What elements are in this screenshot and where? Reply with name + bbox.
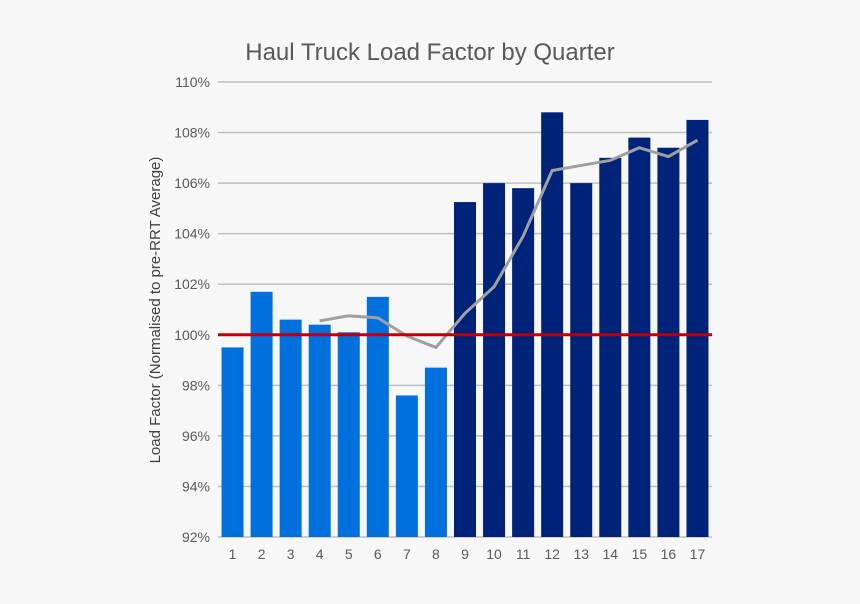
bar-7 <box>395 395 418 537</box>
bar-10 <box>483 183 506 537</box>
y-tick-label: 98% <box>182 377 210 393</box>
y-tick-label: 102% <box>174 276 210 292</box>
bar-11 <box>512 188 535 537</box>
x-tick-label: 14 <box>603 546 619 562</box>
chart-title: Haul Truck Load Factor by Quarter <box>245 39 615 66</box>
x-tick-label: 6 <box>374 546 382 562</box>
y-tick-label: 94% <box>182 478 210 494</box>
x-tick-label: 1 <box>229 546 237 562</box>
x-tick-label: 16 <box>661 546 677 562</box>
x-tick-label: 9 <box>461 546 469 562</box>
x-tick-label: 13 <box>573 546 589 562</box>
bar-13 <box>570 183 593 537</box>
bar-1 <box>221 347 244 537</box>
bar-2 <box>250 291 273 537</box>
x-tick-label: 8 <box>432 546 440 562</box>
x-tick-label: 17 <box>690 546 706 562</box>
x-tick-label: 4 <box>316 546 324 562</box>
bar-12 <box>541 112 564 537</box>
x-tick-label: 11 <box>516 546 531 562</box>
y-tick-label: 92% <box>182 529 210 545</box>
x-tick-label: 3 <box>287 546 295 562</box>
y-tick-label: 108% <box>174 125 210 141</box>
x-tick-label: 2 <box>258 546 266 562</box>
bar-6 <box>366 296 389 537</box>
bar-8 <box>424 367 447 537</box>
x-tick-label: 5 <box>345 546 353 562</box>
bar-3 <box>279 319 302 537</box>
x-tick-label: 15 <box>632 546 648 562</box>
trend-line <box>319 138 699 350</box>
y-tick-label: 100% <box>174 327 210 343</box>
x-tick-label: 10 <box>486 546 502 562</box>
x-tick-label: 7 <box>403 546 411 562</box>
y-tick-label: 104% <box>174 226 210 242</box>
bar-15 <box>628 137 651 537</box>
bar-9 <box>454 202 476 537</box>
y-tick-label: 110% <box>175 74 210 90</box>
bar-16 <box>657 147 680 537</box>
bar-17 <box>686 119 709 538</box>
y-tick-label: 96% <box>182 428 210 444</box>
bar-5 <box>337 332 360 537</box>
y-tick-label: 106% <box>174 175 210 191</box>
x-tick-label: 12 <box>544 546 560 562</box>
y-axis-label: Load Factor (Normalised to pre-RRT Avera… <box>147 157 164 464</box>
bar-14 <box>599 157 622 538</box>
bar-4 <box>308 324 331 537</box>
